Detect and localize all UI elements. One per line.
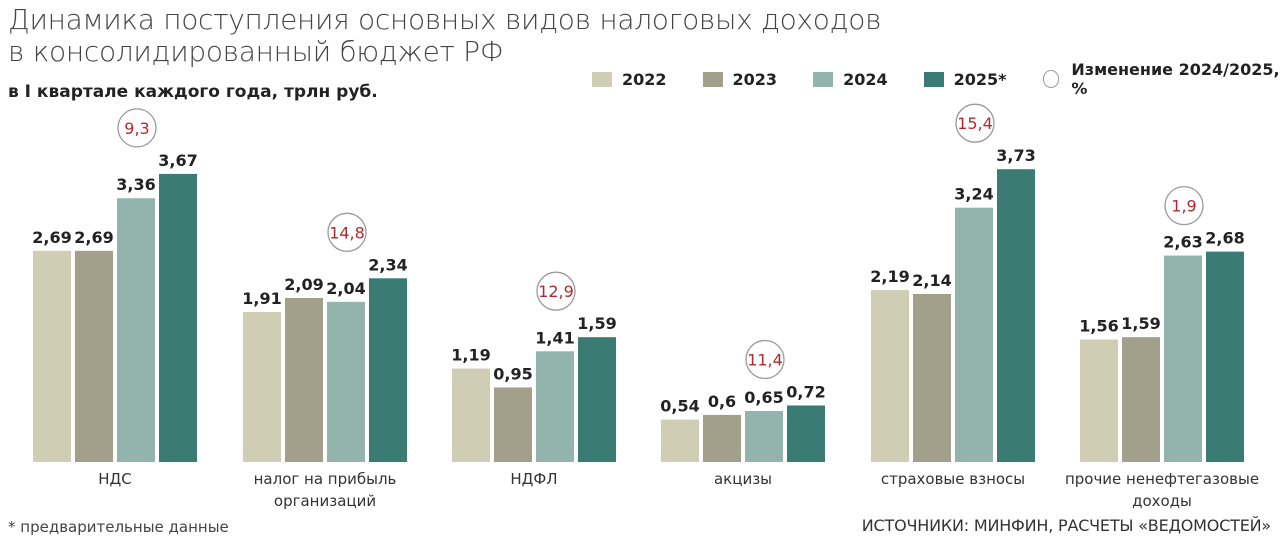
category-label-line: НДС <box>98 470 131 488</box>
data-label-3-2: 0,65 <box>744 388 783 407</box>
legend-label-2022: 2022 <box>622 69 667 89</box>
legend-label-2023: 2023 <box>732 69 778 89</box>
category-label-line: организаций <box>274 492 376 510</box>
change-label-3: 11,4 <box>747 350 783 369</box>
bar-5-0 <box>1080 339 1118 462</box>
bar-5-1 <box>1122 337 1160 462</box>
bar-0-2 <box>117 198 155 463</box>
bar-3-1 <box>703 414 741 462</box>
data-label-2-1: 0,95 <box>493 364 532 383</box>
bar-3-0 <box>661 419 699 462</box>
data-label-0-2: 3,36 <box>116 175 155 194</box>
change-circle-5 <box>1164 185 1204 226</box>
legend-item-2022: 2022 <box>592 70 667 89</box>
change-label-4: 15,4 <box>957 114 993 133</box>
bar-4-3 <box>997 169 1035 462</box>
source-note: ИСТОЧНИКИ: МИНФИН, РАСЧЕТЫ «ВЕДОМОСТЕЙ» <box>861 516 1271 535</box>
bar-5-3 <box>1206 251 1244 462</box>
chart-subtitle: в I квартале каждого года, трлн руб. <box>8 82 378 102</box>
category-label-3: акцизы <box>714 470 772 488</box>
bar-2-3 <box>578 337 616 462</box>
legend-label-change: Изменение 2024/2025, % <box>1071 60 1280 98</box>
category-label-line: НДФЛ <box>510 470 557 488</box>
data-label-4-3: 3,73 <box>996 146 1035 165</box>
data-label-5-2: 2,63 <box>1163 233 1202 252</box>
category-label-5: прочие ненефтегазовые доходы <box>1065 470 1259 510</box>
change-circle-3 <box>745 339 785 380</box>
data-label-4-1: 2,14 <box>912 271 951 290</box>
category-label-4: страховые взносы <box>881 470 1025 488</box>
category-label-line: доходы <box>1132 492 1192 510</box>
data-label-3-1: 0,6 <box>708 392 736 411</box>
legend-swatch-2023 <box>702 71 723 87</box>
change-label-1: 14,8 <box>329 223 365 242</box>
legend: 2022 2023 2024 2025* Изменение 2024/2025… <box>592 60 1285 98</box>
legend-item-change: Изменение 2024/2025, % <box>1042 60 1285 98</box>
data-label-3-3: 0,72 <box>786 382 825 401</box>
data-label-0-3: 3,67 <box>158 151 197 170</box>
change-circle-4 <box>955 103 995 143</box>
legend-item-2024: 2024 <box>813 70 888 89</box>
data-label-2-0: 1,19 <box>451 346 490 365</box>
category-label-line: страховые взносы <box>881 470 1025 488</box>
data-label-4-2: 3,24 <box>954 185 993 204</box>
bar-4-1 <box>913 294 951 462</box>
change-label-2: 12,9 <box>538 282 574 301</box>
legend-swatch-2025 <box>923 71 944 87</box>
bar-1-2 <box>327 301 365 462</box>
category-label-line: налог на прибыль <box>254 470 397 488</box>
bar-0-0 <box>33 250 71 462</box>
change-circle-2 <box>536 271 576 311</box>
data-label-1-0: 1,91 <box>242 289 281 308</box>
data-label-1-1: 2,09 <box>284 275 323 294</box>
data-label-0-0: 2,69 <box>32 228 71 247</box>
category-label-1: налог на прибыль организаций <box>254 470 397 510</box>
bar-0-3 <box>159 173 197 462</box>
legend-swatch-2024 <box>813 71 834 87</box>
bar-2-1 <box>494 387 532 462</box>
bar-2-2 <box>536 351 574 462</box>
legend-item-2025: 2025* <box>923 69 1007 89</box>
category-label-2: НДФЛ <box>510 470 557 488</box>
chart-title: Динамика поступления основных видов нало… <box>8 3 882 68</box>
bar-2-0 <box>452 368 490 462</box>
legend-item-2023: 2023 <box>702 69 778 89</box>
bar-3-3 <box>787 405 825 462</box>
data-label-2-2: 1,41 <box>535 328 574 347</box>
data-label-0-1: 2,69 <box>74 228 113 247</box>
change-circle-0 <box>117 108 157 148</box>
data-label-1-2: 2,04 <box>326 279 365 298</box>
bar-3-2 <box>745 410 783 462</box>
change-label-5: 1,9 <box>1171 197 1196 216</box>
footnote: * предварительные данные <box>8 518 229 536</box>
bar-5-2 <box>1164 255 1202 462</box>
category-label-line: прочие ненефтегазовые <box>1065 470 1259 488</box>
bar-4-0 <box>871 290 909 462</box>
change-circle-1 <box>327 212 367 252</box>
data-label-5-1: 1,59 <box>1121 314 1160 333</box>
bar-0-1 <box>75 250 113 462</box>
data-label-1-3: 2,34 <box>368 255 407 274</box>
data-label-5-3: 2,68 <box>1205 229 1244 248</box>
data-label-5-0: 1,56 <box>1079 317 1118 336</box>
change-circle-icon <box>1042 70 1060 88</box>
data-label-3-0: 0,54 <box>660 397 699 416</box>
change-label-0: 9,3 <box>124 119 149 138</box>
bar-1-1 <box>285 297 323 462</box>
legend-label-2024: 2024 <box>843 69 888 89</box>
data-label-4-0: 2,19 <box>870 267 909 286</box>
category-label-0: НДС <box>98 470 131 488</box>
category-label-line: акцизы <box>714 470 772 488</box>
data-label-2-3: 1,59 <box>577 314 616 333</box>
bar-1-0 <box>243 312 281 462</box>
legend-label-2025: 2025* <box>953 69 1007 89</box>
legend-swatch-2022 <box>592 71 612 87</box>
bar-1-3 <box>369 278 407 462</box>
bar-4-2 <box>955 207 993 462</box>
